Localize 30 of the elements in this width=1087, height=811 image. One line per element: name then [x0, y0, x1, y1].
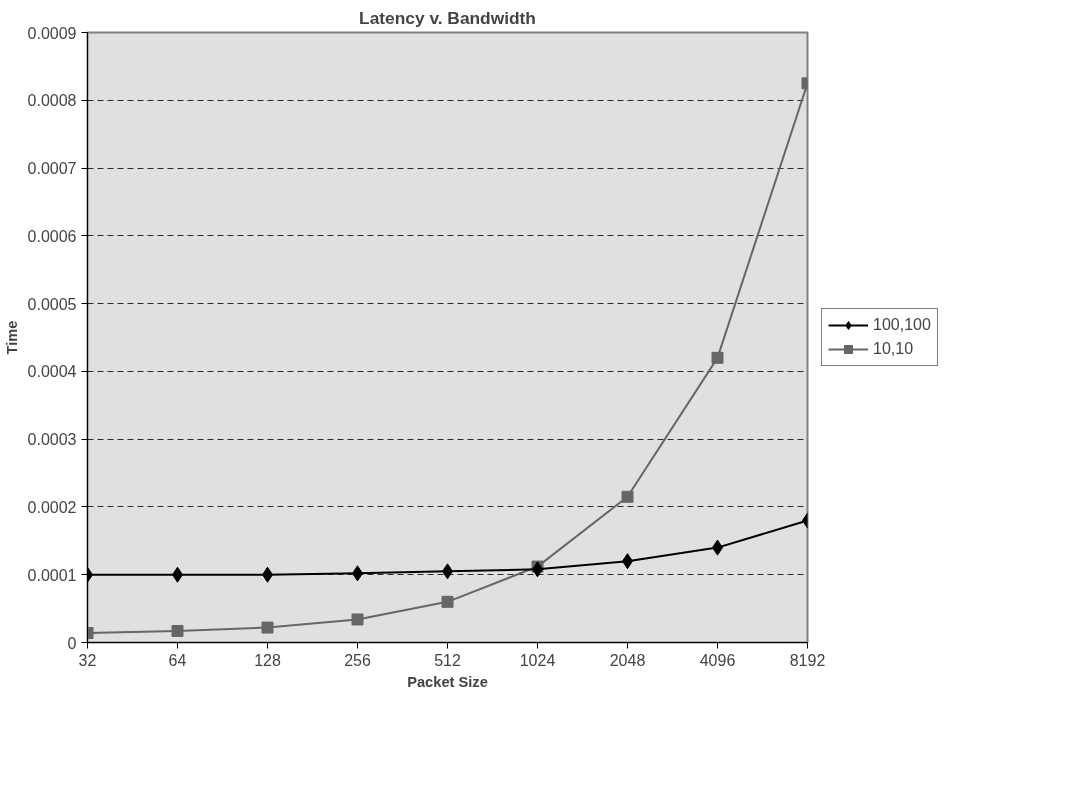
x-tick-label: 128 [254, 651, 281, 669]
point [261, 621, 274, 634]
y-tick-label: 0 [67, 634, 77, 652]
y-tick-label: 0.0005 [27, 295, 77, 313]
legend-label: 100,100 [873, 316, 931, 334]
x-tick-label: 512 [434, 651, 461, 669]
chart-title: Latency v. Bandwidth [359, 7, 536, 28]
y-tick-label: 0.0004 [27, 363, 77, 381]
legend-label: 10,10 [873, 340, 914, 358]
y-tick-label: 0.0008 [27, 92, 77, 110]
y-tick-label: 0.0006 [27, 227, 77, 245]
x-tick-label: 256 [344, 651, 371, 669]
point [171, 624, 184, 637]
point [621, 490, 634, 503]
y-tick-label: 0.0001 [27, 566, 77, 584]
point [711, 351, 724, 364]
x-tick-label: 2048 [609, 651, 646, 669]
y-tick-label: 0.0003 [27, 431, 77, 449]
y-tick-label: 0.0007 [27, 160, 77, 178]
y-axis-title: Time [3, 320, 20, 355]
x-tick-label: 4096 [699, 651, 736, 669]
point [441, 595, 454, 608]
x-tick-label: 1024 [519, 651, 556, 669]
x-tick-label: 32 [78, 651, 97, 669]
x-tick-label: 8192 [789, 651, 826, 669]
y-tick-label: 0.0009 [27, 24, 77, 42]
x-axis-title: Packet Size [407, 673, 488, 690]
y-tick-label: 0.0002 [27, 498, 77, 516]
point [351, 613, 364, 626]
x-tick-label: 64 [168, 651, 187, 669]
